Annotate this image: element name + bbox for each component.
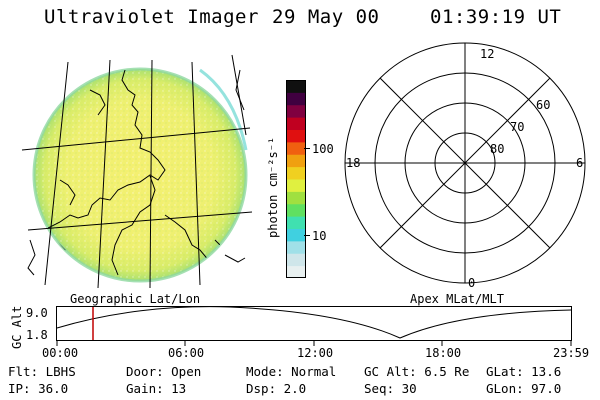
colorbar-swatch: [286, 80, 306, 93]
mlt-6-label: 6: [576, 156, 584, 170]
colorbar-tick-10: 10: [312, 229, 327, 243]
seq-value: Seq: 30: [364, 381, 417, 396]
mlt-18-label: 18: [346, 156, 361, 170]
colorbar-swatch: [286, 154, 306, 168]
colorbar-swatch: [286, 228, 306, 242]
geographic-label: Geographic Lat/Lon: [70, 292, 201, 306]
time-tick-3: 18:00: [425, 346, 462, 360]
glon-value: GLon: 97.0: [486, 381, 562, 396]
mode-value: Mode: Normal: [246, 364, 337, 379]
time-tick-1: 06:00: [168, 346, 205, 360]
colorbar-swatch: [286, 92, 306, 106]
glat-value: GLat: 13.6: [486, 364, 562, 379]
colorbar-swatch: [286, 104, 306, 118]
time-tick-2: 12:00: [297, 346, 334, 360]
mlat-70-label: 70: [510, 120, 525, 134]
date-label: 29 May 00: [272, 6, 380, 28]
color-scale-bar: [286, 80, 306, 278]
mlt-0-label: 0: [468, 276, 476, 290]
gc-alt-axis-label: GC Alt: [10, 305, 24, 349]
colorbar-tick-100: 100: [312, 142, 334, 156]
colorbar-swatch: [286, 117, 306, 130]
filter-value: Flt: LBHS: [8, 364, 76, 379]
app-title: Ultraviolet Imager: [44, 6, 259, 28]
colorbar-swatch: [286, 166, 306, 180]
time-tick-0: 00:00: [42, 346, 79, 360]
mlat-80-label: 80: [490, 142, 505, 156]
earth-disk: [32, 67, 248, 283]
colorbar-swatch: [286, 141, 306, 155]
time-tick-4: 23:59: [553, 346, 590, 360]
colorbar-swatch: [286, 129, 306, 143]
colorbar-swatch: [286, 253, 306, 267]
colorbar-swatch: [286, 179, 306, 192]
time-label: 01:39:19 UT: [430, 6, 562, 28]
colorbar-swatch: [286, 240, 306, 254]
gain-value: Gain: 13: [126, 381, 187, 396]
dsp-value: Dsp: 2.0: [246, 381, 307, 396]
geographic-grid: [21, 54, 253, 289]
colorbar-swatch: [286, 265, 306, 278]
apex-label: Apex MLat/MLT: [410, 292, 504, 306]
colorbar-swatch: [286, 203, 306, 217]
ip-value: IP: 36.0: [8, 381, 69, 396]
colorbar-swatch: [286, 191, 306, 205]
altitude-curve: [56, 306, 572, 339]
door-value: Door: Open: [126, 364, 202, 379]
alt-y-bottom-label: 1.8: [26, 328, 48, 342]
alt-y-top-label: 9.0: [26, 306, 48, 320]
gc-alt-value: GC Alt: 6.5 Re: [364, 364, 470, 379]
mlt-12-label: 12: [480, 47, 495, 61]
colorbar-swatch: [286, 216, 306, 229]
mlat-60-label: 60: [536, 98, 551, 112]
